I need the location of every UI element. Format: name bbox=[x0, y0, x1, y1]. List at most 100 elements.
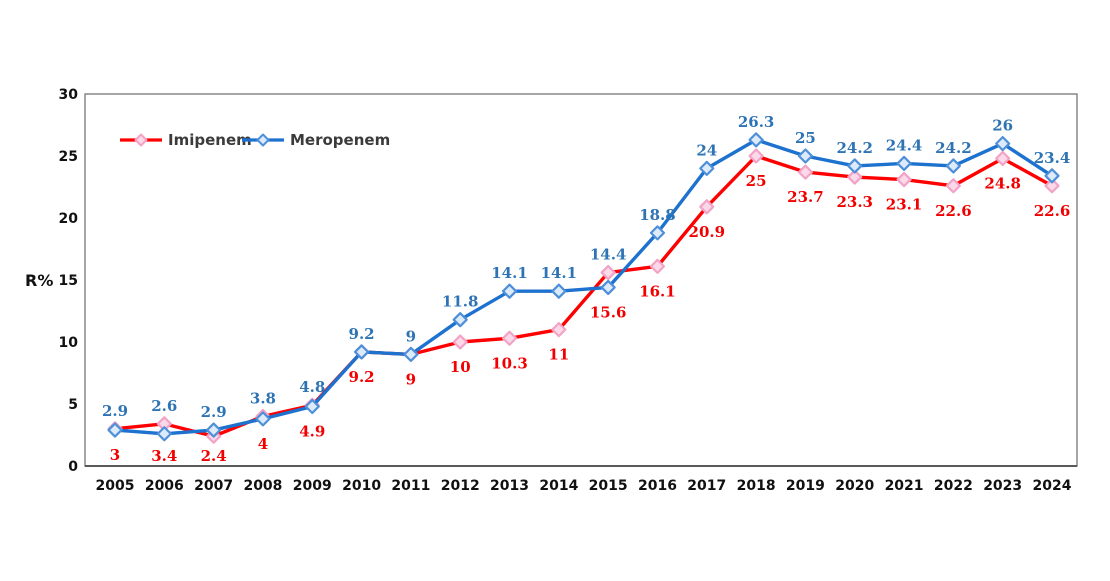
meropenem-marker bbox=[896, 155, 912, 172]
imipenem-marker bbox=[945, 178, 961, 194]
imipenem-data-label: 11 bbox=[548, 346, 569, 364]
imipenem-marker bbox=[1044, 178, 1060, 194]
y-axis-tick-label: 20 bbox=[59, 211, 79, 227]
meropenem-data-label: 26 bbox=[992, 117, 1013, 135]
meropenem-marker bbox=[304, 398, 320, 415]
x-axis-tick-label: 2007 bbox=[194, 478, 233, 494]
imipenem-data-label: 10 bbox=[450, 358, 471, 376]
meropenem-marker bbox=[156, 426, 172, 442]
imipenem-data-label: 3 bbox=[110, 446, 120, 464]
imipenem-data-label: 22.6 bbox=[1034, 202, 1071, 220]
imipenem-data-label: 23.7 bbox=[787, 188, 824, 206]
meropenem-marker bbox=[551, 283, 567, 299]
meropenem-data-label: 24.2 bbox=[935, 139, 972, 157]
x-axis-tick-label: 2021 bbox=[885, 478, 924, 494]
meropenem-marker bbox=[452, 312, 468, 328]
meropenem-marker bbox=[206, 422, 222, 438]
meropenem-data-label: 14.1 bbox=[541, 264, 578, 282]
meropenem-data-label: 9.2 bbox=[349, 325, 375, 343]
imipenem-marker bbox=[551, 322, 567, 338]
y-axis-tick-label: 0 bbox=[68, 459, 78, 475]
x-axis-tick-label: 2016 bbox=[638, 478, 677, 494]
x-axis-tick-label: 2022 bbox=[934, 478, 973, 494]
x-axis-tick-label: 2023 bbox=[983, 478, 1022, 494]
meropenem-data-label: 14.4 bbox=[590, 246, 627, 264]
legend-item-meropenem: Meropenem bbox=[242, 131, 390, 149]
imipenem-data-label: 9.2 bbox=[349, 368, 375, 386]
imipenem-line bbox=[113, 154, 1054, 438]
x-axis-tick-label: 2015 bbox=[589, 478, 628, 494]
meropenem-data-label: 9 bbox=[406, 327, 416, 345]
x-axis-tick-label: 2009 bbox=[293, 478, 332, 494]
legend-label-meropenem: Meropenem bbox=[290, 131, 390, 149]
x-axis-tick-label: 2017 bbox=[687, 478, 726, 494]
x-axis-tick-label: 2012 bbox=[441, 478, 480, 494]
y-axis-tick-label: 15 bbox=[59, 273, 78, 289]
meropenem-data-label: 23.4 bbox=[1034, 149, 1071, 167]
meropenem-marker bbox=[353, 344, 370, 360]
imipenem-marker bbox=[797, 164, 814, 180]
meropenem-marker bbox=[649, 225, 666, 241]
meropenem-data-label: 14.1 bbox=[491, 264, 528, 282]
legend-label-imipenem: Imipenem bbox=[168, 131, 252, 149]
imipenem-marker bbox=[699, 199, 715, 215]
meropenem-data-label: 2.6 bbox=[151, 397, 177, 415]
y-axis-tick-label: 5 bbox=[68, 397, 78, 413]
meropenem-marker bbox=[107, 422, 123, 438]
x-axis-tick-label: 2006 bbox=[145, 478, 184, 494]
meropenem-marker bbox=[995, 136, 1011, 152]
meropenem-data-label: 11.8 bbox=[442, 293, 479, 311]
imipenem-data-label: 4 bbox=[258, 435, 268, 453]
imipenem-marker bbox=[649, 258, 666, 274]
imipenem-marker bbox=[600, 264, 616, 281]
imipenem-marker bbox=[452, 334, 468, 350]
meropenem-marker bbox=[797, 148, 814, 164]
meropenem-data-label: 4.8 bbox=[299, 378, 325, 396]
imipenem-data-label: 9 bbox=[406, 370, 416, 388]
meropenem-data-label: 2.9 bbox=[102, 402, 128, 420]
meropenem-data-label: 18.8 bbox=[639, 206, 676, 224]
x-axis-tick-label: 2005 bbox=[96, 478, 135, 494]
meropenem-marker bbox=[403, 346, 419, 362]
imipenem-data-label: 3.4 bbox=[151, 447, 177, 465]
imipenem-data-label: 22.6 bbox=[935, 202, 972, 220]
x-axis-tick-label: 2010 bbox=[342, 478, 381, 494]
meropenem-marker bbox=[501, 283, 518, 299]
meropenem-data-label: 26.3 bbox=[738, 113, 775, 131]
imipenem-data-label: 23.3 bbox=[836, 193, 873, 211]
imipenem-data-label: 15.6 bbox=[590, 303, 627, 321]
x-axis-tick-label: 2019 bbox=[786, 478, 825, 494]
meropenem-marker bbox=[600, 279, 616, 296]
legend-marker-meropenem bbox=[256, 133, 270, 147]
imipenem-data-label: 4.9 bbox=[299, 422, 325, 440]
meropenem-markers bbox=[107, 132, 1060, 442]
meropenem-marker bbox=[945, 158, 961, 174]
imipenem-data-label: 10.3 bbox=[491, 354, 528, 372]
imipenem-data-label: 20.9 bbox=[689, 223, 726, 241]
legend-item-imipenem: Imipenem bbox=[120, 131, 252, 149]
meropenem-data-label: 25 bbox=[795, 129, 816, 147]
meropenem-data-label: 3.8 bbox=[250, 389, 276, 407]
imipenem-marker bbox=[896, 171, 912, 188]
x-axis-tick-label: 2018 bbox=[737, 478, 776, 494]
x-axis-tick-label: 2013 bbox=[490, 478, 529, 494]
imipenem-data-label: 24.8 bbox=[984, 174, 1021, 192]
legend: Imipenem Meropenem bbox=[120, 131, 390, 149]
x-axis-tick-label: 2024 bbox=[1033, 478, 1072, 494]
x-axis-tick-label: 2011 bbox=[391, 478, 430, 494]
meropenem-data-label: 24.4 bbox=[886, 136, 923, 154]
y-axis-tick-label: 30 bbox=[59, 87, 79, 103]
plot-border bbox=[84, 93, 1078, 467]
y-axis-tick-label: 25 bbox=[59, 149, 78, 165]
meropenem-data-label: 24 bbox=[696, 141, 717, 159]
imipenem-data-label: 25 bbox=[746, 172, 767, 190]
imipenem-data-label: 23.1 bbox=[886, 196, 923, 214]
meropenem-data-label: 24.2 bbox=[836, 139, 873, 157]
y-axis-tick-label: 10 bbox=[59, 335, 79, 351]
meropenem-marker bbox=[255, 411, 271, 427]
x-axis-tick-label: 2014 bbox=[539, 478, 578, 494]
meropenem-marker bbox=[748, 132, 764, 148]
meropenem-marker bbox=[699, 160, 715, 176]
meropenem-data-label: 2.9 bbox=[201, 403, 227, 421]
